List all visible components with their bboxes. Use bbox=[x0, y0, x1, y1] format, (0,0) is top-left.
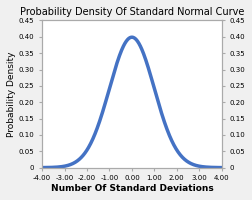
Y-axis label: Probability Density: Probability Density bbox=[7, 51, 16, 137]
X-axis label: Number Of Standard Deviations: Number Of Standard Deviations bbox=[50, 184, 213, 193]
Title: Probability Density Of Standard Normal Curve: Probability Density Of Standard Normal C… bbox=[20, 7, 244, 17]
